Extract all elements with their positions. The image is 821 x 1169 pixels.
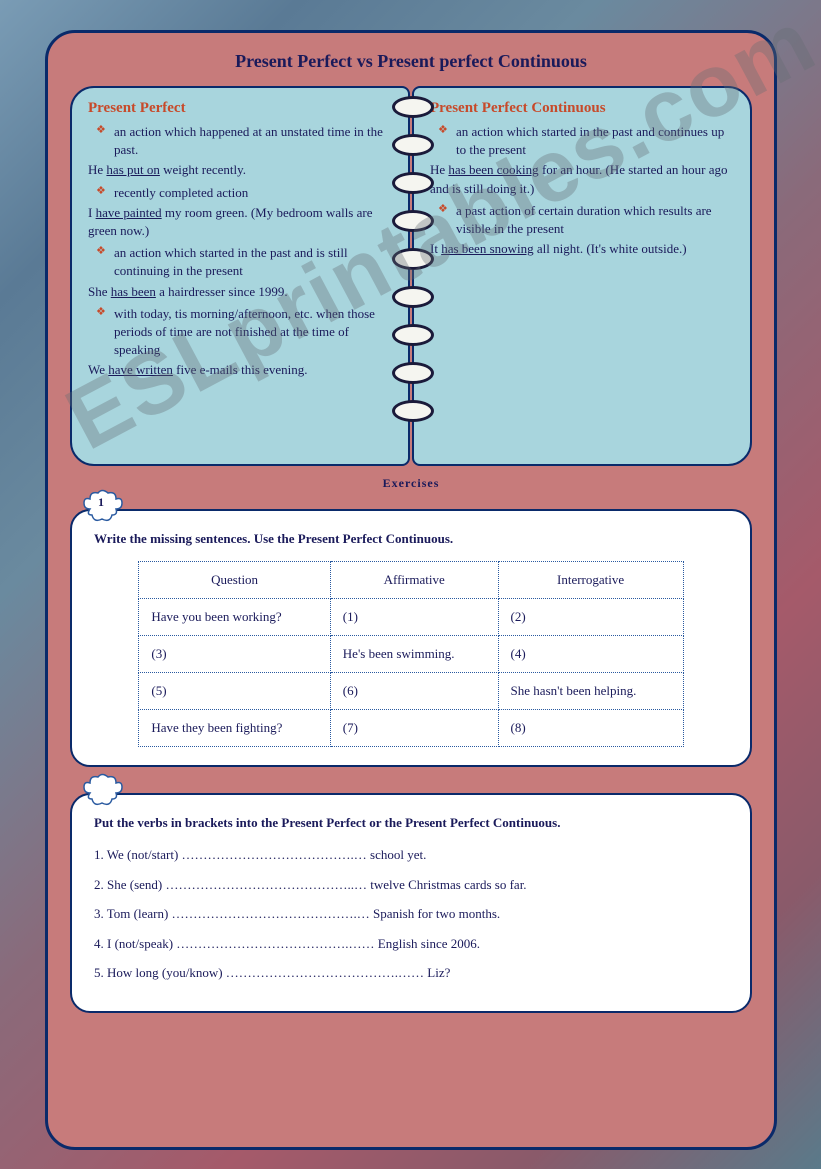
table-cell: (6) [330, 673, 498, 710]
table-cell: (8) [498, 710, 683, 747]
left-example-4: We have written five e-mails this evenin… [88, 361, 392, 379]
exercise-2-box: Put the verbs in brackets into the Prese… [70, 793, 752, 1013]
right-bullet-2: a past action of certain duration which … [430, 202, 734, 238]
spiral-ring-icon [392, 362, 434, 384]
table-header-interrogative: Interrogative [498, 562, 683, 599]
exercise-2-instruction: Put the verbs in brackets into the Prese… [94, 815, 728, 831]
list-item: 1. We (not/start) ………………………………….… school… [94, 845, 728, 865]
exercise-1-table: Question Affirmative Interrogative Have … [138, 561, 683, 747]
spiral-ring-icon [392, 286, 434, 308]
page-title: Present Perfect vs Present perfect Conti… [70, 51, 752, 72]
exercise-2-list: 1. We (not/start) ………………………………….… school… [94, 845, 728, 983]
table-cell: He's been swimming. [330, 636, 498, 673]
text: a hairdresser since 1999. [156, 284, 288, 299]
underline-text: has put on [106, 162, 159, 177]
table-row: Have they been fighting? (7) (8) [139, 710, 683, 747]
table-header-affirmative: Affirmative [330, 562, 498, 599]
table-cell: (5) [139, 673, 330, 710]
spiral-ring-icon [392, 134, 434, 156]
exercise-1-box: 1 Write the missing sentences. Use the P… [70, 509, 752, 767]
text: I [88, 205, 96, 220]
left-bullet-3: an action which started in the past and … [88, 244, 392, 280]
spiral-ring-icon [392, 248, 434, 270]
underline-text: have painted [96, 205, 162, 220]
spiral-ring-icon [392, 210, 434, 232]
left-bullet-1: an action which happened at an unstated … [88, 123, 392, 159]
left-example-2: I have painted my room green. (My bedroo… [88, 204, 392, 240]
notebook-container: Present Perfect an action which happened… [70, 86, 752, 466]
text: We [88, 362, 108, 377]
text: She [88, 284, 111, 299]
left-example-3: She has been a hairdresser since 1999. [88, 283, 392, 301]
table-cell: (2) [498, 599, 683, 636]
underline-text: has been cooking [448, 162, 538, 177]
right-bullet-1: an action which started in the past and … [430, 123, 734, 159]
left-heading: Present Perfect [88, 100, 392, 117]
table-cell: She hasn't been helping. [498, 673, 683, 710]
table-row: Have you been working? (1) (2) [139, 599, 683, 636]
underline-text: has been snowing [441, 241, 533, 256]
spiral-ring-icon [392, 96, 434, 118]
table-row: (5) (6) She hasn't been helping. [139, 673, 683, 710]
left-bullet-4: with today, tis morning/afternoon, etc. … [88, 305, 392, 360]
table-cell: (1) [330, 599, 498, 636]
table-cell: (7) [330, 710, 498, 747]
exercise-number: 1 [98, 495, 104, 510]
cloud-badge-icon [80, 773, 126, 811]
table-cell: (4) [498, 636, 683, 673]
left-bullet-2: recently completed action [88, 184, 392, 202]
underline-text: have written [108, 362, 173, 377]
notebook-spine [392, 96, 436, 456]
spiral-ring-icon [392, 324, 434, 346]
spiral-ring-icon [392, 172, 434, 194]
cloud-badge-icon: 1 [80, 489, 126, 527]
list-item: 4. I (not/speak) ………………………………….…… Englis… [94, 934, 728, 954]
table-header-question: Question [139, 562, 330, 599]
text: five e-mails this evening. [173, 362, 308, 377]
table-cell: (3) [139, 636, 330, 673]
right-example-2: It has been snowing all night. (It's whi… [430, 240, 734, 258]
list-item: 5. How long (you/know) ………………………………….…… … [94, 963, 728, 983]
spiral-ring-icon [392, 400, 434, 422]
exercise-1-instruction: Write the missing sentences. Use the Pre… [94, 531, 728, 547]
notebook-page-left: Present Perfect an action which happened… [70, 86, 410, 466]
main-panel: Present Perfect vs Present perfect Conti… [45, 30, 777, 1150]
text: weight recently. [160, 162, 246, 177]
table-row: (3) He's been swimming. (4) [139, 636, 683, 673]
right-example-1: He has been cooking for an hour. (He sta… [430, 161, 734, 197]
list-item: 3. Tom (learn) …………………………………….… Spanish … [94, 904, 728, 924]
notebook-page-right: Present Perfect Continuous an action whi… [412, 86, 752, 466]
text: all night. (It's white outside.) [534, 241, 687, 256]
exercises-heading: Exercises [70, 476, 752, 491]
list-item: 2. She (send) ……………………………………..… twelve C… [94, 875, 728, 895]
text: He [88, 162, 106, 177]
underline-text: has been [111, 284, 156, 299]
right-heading: Present Perfect Continuous [430, 100, 734, 117]
left-example-1: He has put on weight recently. [88, 161, 392, 179]
table-cell: Have you been working? [139, 599, 330, 636]
table-cell: Have they been fighting? [139, 710, 330, 747]
